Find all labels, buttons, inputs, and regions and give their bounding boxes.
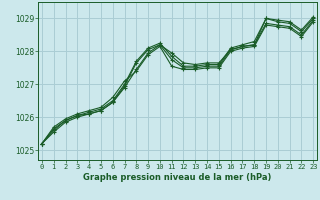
X-axis label: Graphe pression niveau de la mer (hPa): Graphe pression niveau de la mer (hPa) — [84, 173, 272, 182]
